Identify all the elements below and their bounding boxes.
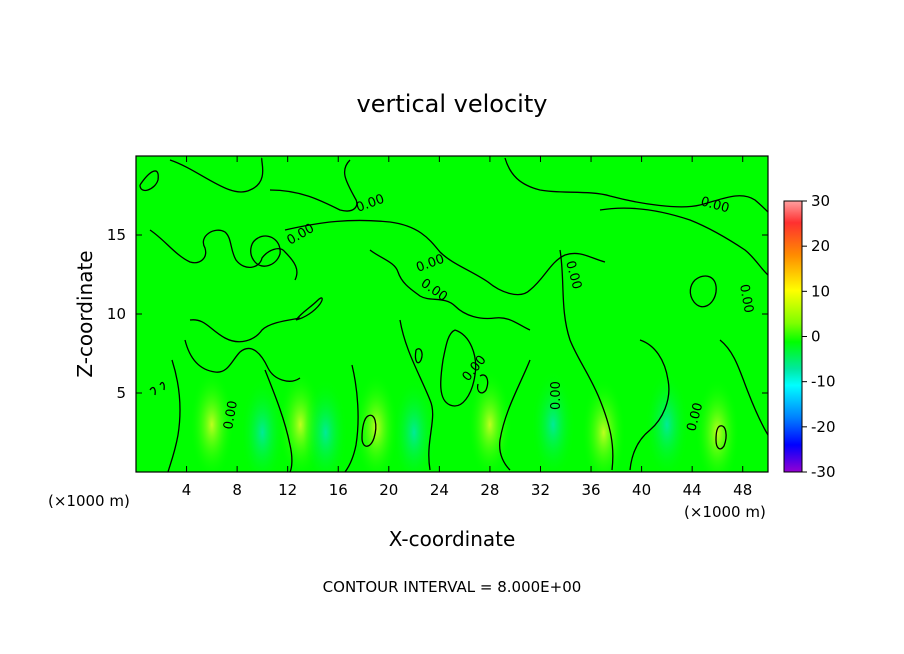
- contour-line: [149, 381, 165, 396]
- y-tick-label: 5: [116, 384, 126, 402]
- contour-line: [344, 364, 359, 472]
- y-axis: 5 10 15: [107, 226, 768, 402]
- x-left-unit-label: (×1000 m): [48, 492, 130, 510]
- contour-line: [414, 348, 423, 364]
- updraft-region: [467, 369, 512, 472]
- colorbar-tick-label: 0: [811, 328, 821, 346]
- contour-line: [689, 275, 717, 308]
- updraft-region: [581, 377, 626, 472]
- contour-label: 0.00: [549, 381, 564, 410]
- contour-line: [169, 157, 358, 212]
- contour-line: [284, 219, 606, 296]
- field-highlights: [189, 369, 740, 472]
- colorbar-gradient: [783, 200, 803, 473]
- contour-line: [476, 374, 489, 394]
- contour-label: 0.00: [736, 283, 756, 314]
- contour-line: [719, 339, 768, 436]
- x-axis: 4 8 12 16 20 24 28 32 36 40 44 48: [182, 156, 752, 499]
- colorbar-tick-label: 30: [811, 192, 830, 210]
- contour-line: [184, 339, 301, 382]
- contour-line: [559, 249, 614, 471]
- contour-line: [440, 329, 477, 407]
- colorbar: 30 20 10 0 -10 -20 -30: [783, 192, 836, 481]
- x-tick-label: 8: [232, 481, 242, 499]
- contour-label: 0.00: [221, 400, 241, 431]
- contour-line: [599, 207, 768, 276]
- contour-line: [369, 249, 531, 331]
- x-tick-label: 44: [683, 481, 702, 499]
- x-axis-unit-label: (×1000 m): [684, 503, 766, 521]
- downdraft-region: [531, 369, 576, 472]
- colorbar-tick-label: -30: [811, 463, 836, 481]
- colorbar-tick-label: 10: [811, 282, 830, 300]
- x-tick-label: 24: [430, 481, 449, 499]
- contour-interval-note: CONTOUR INTERVAL = 8.000E+00: [323, 578, 582, 596]
- colorbar-tick-label: -10: [811, 373, 836, 391]
- contour-line: [295, 297, 323, 321]
- contour-line: [264, 369, 293, 472]
- updraft-region: [695, 377, 740, 472]
- y-tick-label: 15: [107, 226, 126, 244]
- contour-lines: [139, 157, 768, 472]
- contour-line: [399, 319, 434, 471]
- contour-line: [499, 359, 531, 471]
- x-tick-label: 12: [278, 481, 297, 499]
- downdraft-region: [392, 377, 437, 472]
- colorbar-tick-label: 20: [811, 237, 830, 255]
- contour-line: [715, 425, 727, 450]
- chart-title: vertical velocity: [357, 90, 548, 118]
- contour-line: [167, 359, 181, 472]
- contour-label: 0.00: [684, 401, 706, 433]
- downdraft-region: [303, 377, 348, 472]
- x-tick-label: 48: [733, 481, 752, 499]
- contour-line: [629, 339, 670, 471]
- x-tick-label: 4: [182, 481, 192, 499]
- contour-label: 0.00: [699, 194, 731, 216]
- x-tick-label: 16: [329, 481, 348, 499]
- x-tick-label: 40: [632, 481, 651, 499]
- colorbar-tick-label: -20: [811, 418, 836, 436]
- x-tick-label: 28: [480, 481, 499, 499]
- x-tick-label: 32: [531, 481, 550, 499]
- contour-line: [189, 317, 301, 343]
- y-tick-label: 10: [107, 305, 126, 323]
- downdraft-region: [240, 377, 285, 472]
- y-axis-label: Z-coordinate: [73, 250, 97, 377]
- contour-label: 0.00: [562, 259, 584, 291]
- updraft-region: [189, 369, 234, 472]
- contour-line: [250, 235, 281, 267]
- colorbar-ticks: 30 20 10 0 -10 -20 -30: [802, 192, 836, 481]
- plot-area: 0.00 0.00 0.00 0.00 0.00 0.00 0.00 0.00 …: [135, 155, 769, 473]
- contour-line: [361, 414, 377, 447]
- contour-line: [504, 157, 768, 213]
- x-axis-label: X-coordinate: [389, 527, 516, 551]
- x-tick-label: 36: [581, 481, 600, 499]
- downdraft-region: [644, 369, 689, 472]
- x-tick-label: 20: [379, 481, 398, 499]
- contour-line: [149, 229, 298, 281]
- contour-line: [139, 170, 159, 192]
